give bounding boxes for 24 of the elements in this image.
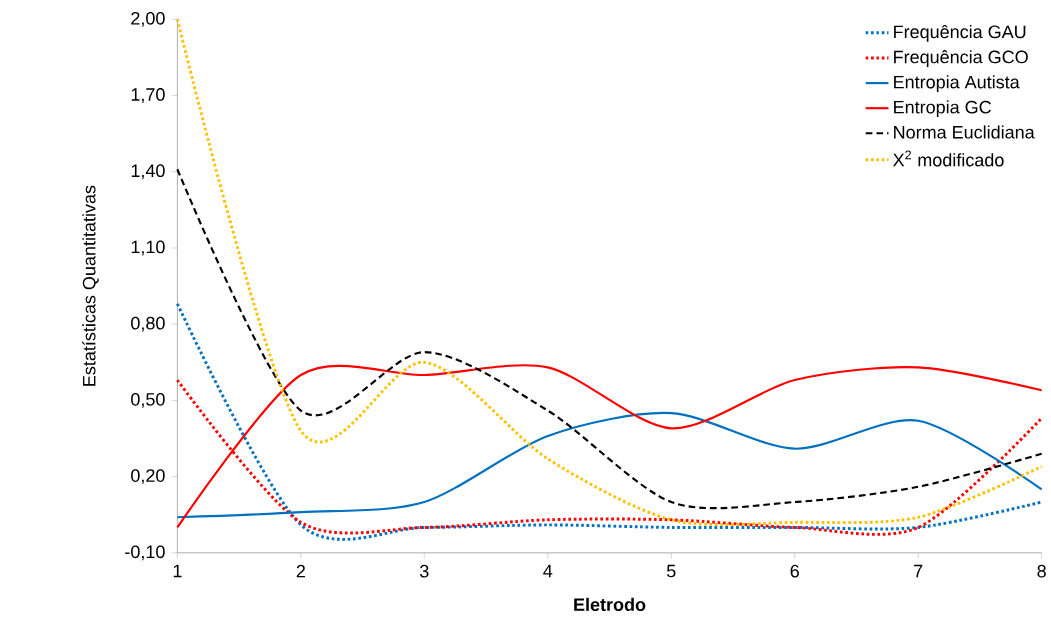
x-tick-label: 1 [173, 564, 182, 578]
legend-label: Entropia Autista [894, 75, 1020, 93]
x-axis-title: Eletrodo [574, 597, 646, 612]
x-tick-label: 7 [914, 564, 923, 578]
legend-label: Frequência GCO [894, 50, 1028, 67]
y-tick-label: -0,10 [125, 545, 165, 561]
y-tick-label: 0,80 [131, 316, 165, 332]
y-tick-label: 0,50 [131, 393, 165, 408]
y-tick-label: 1,10 [131, 240, 165, 256]
x-tick-label: 2 [296, 564, 305, 578]
legend-label: X$^{2}$ modificado [893, 150, 1004, 167]
legend-label: Norma Euclidiana [894, 125, 1035, 139]
x-tick-label: 6 [790, 564, 799, 578]
y-axis-title: Estatísticas Quantitativas [82, 185, 99, 386]
x-tick-label: 3 [420, 564, 429, 578]
x-tick-label: 5 [666, 564, 676, 578]
x-tick-label: 4 [543, 564, 553, 578]
legend-label: Entropia GC [894, 100, 991, 118]
y-tick-label: 2,00 [131, 11, 165, 27]
y-tick-label: 0,20 [131, 469, 165, 485]
legend-label: Frequência GAU [894, 24, 1026, 42]
x-tick-label: 8 [1037, 564, 1046, 578]
y-tick-label: 1,70 [131, 88, 165, 104]
y-tick-label: 1,40 [131, 164, 165, 180]
